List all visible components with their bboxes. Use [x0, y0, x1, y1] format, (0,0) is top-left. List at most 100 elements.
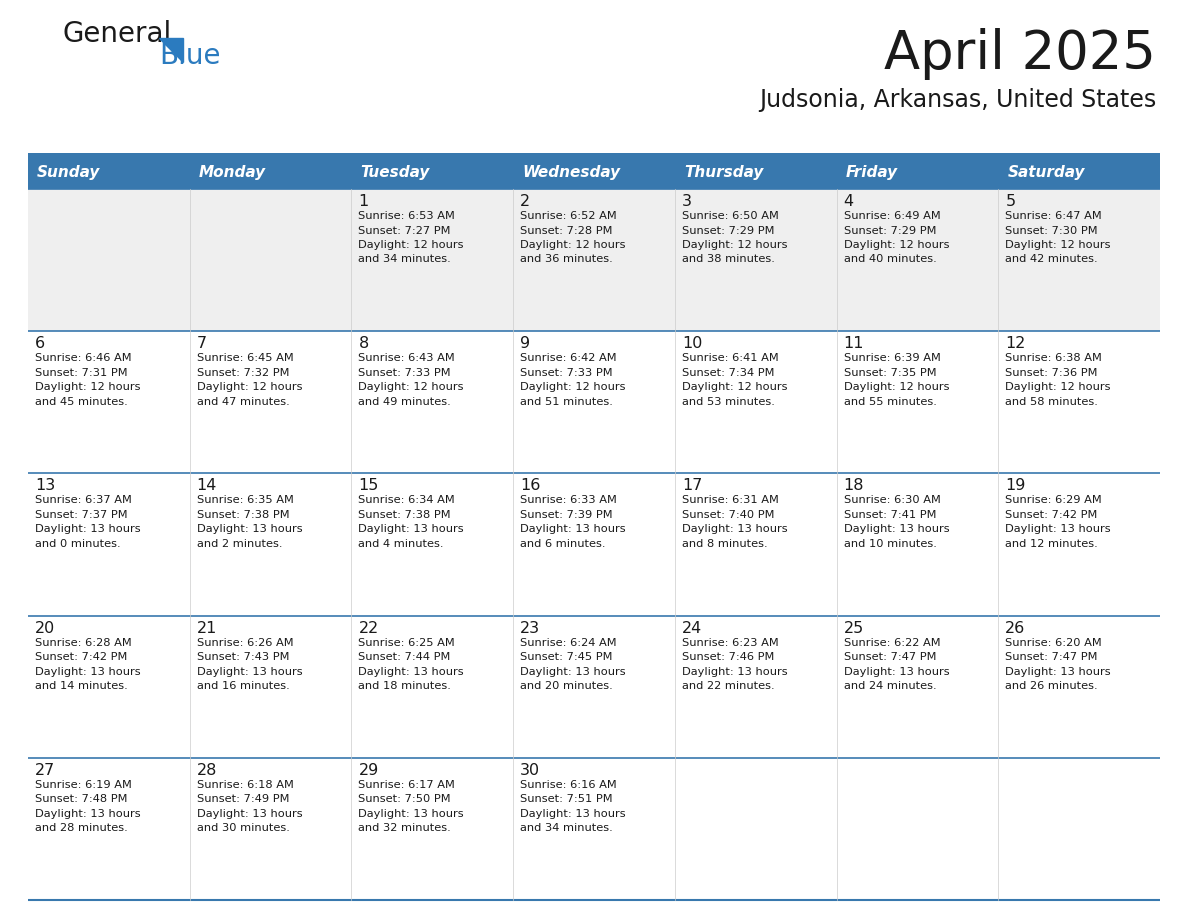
Text: Sunset: 7:27 PM: Sunset: 7:27 PM [359, 226, 451, 236]
Text: Thursday: Thursday [684, 164, 763, 180]
Text: Daylight: 13 hours: Daylight: 13 hours [682, 666, 788, 677]
Text: Sunset: 7:38 PM: Sunset: 7:38 PM [359, 509, 451, 520]
Text: April 2025: April 2025 [884, 28, 1156, 80]
Text: Daylight: 12 hours: Daylight: 12 hours [1005, 382, 1111, 392]
Text: Monday: Monday [198, 164, 266, 180]
Text: Daylight: 13 hours: Daylight: 13 hours [34, 809, 140, 819]
Text: and 42 minutes.: and 42 minutes. [1005, 254, 1098, 264]
Text: Sunrise: 6:35 AM: Sunrise: 6:35 AM [197, 496, 293, 506]
Bar [29, 155, 190, 189]
Text: and 14 minutes.: and 14 minutes. [34, 681, 128, 691]
Text: Judsonia, Arkansas, United States: Judsonia, Arkansas, United States [759, 88, 1156, 112]
Text: Sunrise: 6:39 AM: Sunrise: 6:39 AM [843, 353, 941, 364]
Text: and 2 minutes.: and 2 minutes. [197, 539, 283, 549]
Text: Sunrise: 6:22 AM: Sunrise: 6:22 AM [843, 638, 940, 647]
Text: Sunrise: 6:41 AM: Sunrise: 6:41 AM [682, 353, 778, 364]
Text: Sunrise: 6:37 AM: Sunrise: 6:37 AM [34, 496, 132, 506]
Text: and 12 minutes.: and 12 minutes. [1005, 539, 1098, 549]
Text: and 10 minutes.: and 10 minutes. [843, 539, 936, 549]
Text: Daylight: 13 hours: Daylight: 13 hours [197, 809, 302, 819]
Text: Sunset: 7:39 PM: Sunset: 7:39 PM [520, 509, 613, 520]
Text: Daylight: 13 hours: Daylight: 13 hours [520, 666, 626, 677]
Text: Daylight: 13 hours: Daylight: 13 hours [34, 524, 140, 534]
Text: and 30 minutes.: and 30 minutes. [197, 823, 290, 834]
Text: Wednesday: Wednesday [523, 164, 620, 180]
Text: Sunrise: 6:24 AM: Sunrise: 6:24 AM [520, 638, 617, 647]
Text: 9: 9 [520, 336, 530, 352]
Text: Sunset: 7:42 PM: Sunset: 7:42 PM [34, 652, 127, 662]
Text: and 6 minutes.: and 6 minutes. [520, 539, 606, 549]
Text: Sunrise: 6:50 AM: Sunrise: 6:50 AM [682, 211, 778, 221]
Text: Daylight: 12 hours: Daylight: 12 hours [843, 382, 949, 392]
Text: 28: 28 [197, 763, 217, 778]
Text: and 22 minutes.: and 22 minutes. [682, 681, 775, 691]
Text: 20: 20 [34, 621, 56, 635]
Text: 30: 30 [520, 763, 541, 778]
Text: 6: 6 [34, 336, 45, 352]
Polygon shape [159, 38, 183, 62]
Text: and 4 minutes.: and 4 minutes. [359, 539, 444, 549]
Text: and 47 minutes.: and 47 minutes. [197, 397, 290, 407]
Text: Daylight: 12 hours: Daylight: 12 hours [520, 382, 626, 392]
Text: 12: 12 [1005, 336, 1025, 352]
Text: Sunset: 7:37 PM: Sunset: 7:37 PM [34, 509, 127, 520]
Text: Sunset: 7:42 PM: Sunset: 7:42 PM [1005, 509, 1098, 520]
Text: 3: 3 [682, 194, 691, 209]
Text: and 55 minutes.: and 55 minutes. [843, 397, 936, 407]
Text: Sunrise: 6:19 AM: Sunrise: 6:19 AM [34, 779, 132, 789]
Text: 21: 21 [197, 621, 217, 635]
Text: Daylight: 12 hours: Daylight: 12 hours [682, 240, 788, 250]
Text: Daylight: 13 hours: Daylight: 13 hours [359, 666, 465, 677]
Text: Sunrise: 6:33 AM: Sunrise: 6:33 AM [520, 496, 617, 506]
Text: Sunset: 7:31 PM: Sunset: 7:31 PM [34, 368, 127, 377]
Text: Saturday: Saturday [1007, 164, 1085, 180]
Text: and 32 minutes.: and 32 minutes. [359, 823, 451, 834]
Bar [29, 153, 1159, 157]
Text: Sunrise: 6:53 AM: Sunrise: 6:53 AM [359, 211, 455, 221]
Bar [836, 155, 998, 189]
Text: 27: 27 [34, 763, 56, 778]
Text: General: General [62, 20, 171, 48]
Text: Sunrise: 6:30 AM: Sunrise: 6:30 AM [843, 496, 941, 506]
Text: Sunset: 7:48 PM: Sunset: 7:48 PM [34, 794, 127, 804]
Text: 26: 26 [1005, 621, 1025, 635]
Text: 29: 29 [359, 763, 379, 778]
Text: Daylight: 12 hours: Daylight: 12 hours [359, 382, 465, 392]
Text: Sunday: Sunday [37, 164, 100, 180]
Text: and 0 minutes.: and 0 minutes. [34, 539, 121, 549]
Text: Sunset: 7:47 PM: Sunset: 7:47 PM [1005, 652, 1098, 662]
Text: Daylight: 13 hours: Daylight: 13 hours [359, 809, 465, 819]
Text: and 34 minutes.: and 34 minutes. [520, 823, 613, 834]
Text: Sunset: 7:41 PM: Sunset: 7:41 PM [843, 509, 936, 520]
Text: Sunrise: 6:46 AM: Sunrise: 6:46 AM [34, 353, 132, 364]
Text: Daylight: 12 hours: Daylight: 12 hours [197, 382, 302, 392]
Text: Sunrise: 6:52 AM: Sunrise: 6:52 AM [520, 211, 617, 221]
Text: Sunset: 7:47 PM: Sunset: 7:47 PM [843, 652, 936, 662]
Text: Sunrise: 6:28 AM: Sunrise: 6:28 AM [34, 638, 132, 647]
Text: 13: 13 [34, 478, 56, 493]
Text: 14: 14 [197, 478, 217, 493]
Text: and 16 minutes.: and 16 minutes. [197, 681, 290, 691]
Text: 11: 11 [843, 336, 864, 352]
Text: Sunrise: 6:34 AM: Sunrise: 6:34 AM [359, 496, 455, 506]
Text: 25: 25 [843, 621, 864, 635]
Text: and 20 minutes.: and 20 minutes. [520, 681, 613, 691]
Text: Daylight: 12 hours: Daylight: 12 hours [843, 240, 949, 250]
Text: Daylight: 12 hours: Daylight: 12 hours [1005, 240, 1111, 250]
Text: Sunrise: 6:20 AM: Sunrise: 6:20 AM [1005, 638, 1102, 647]
Text: Sunset: 7:50 PM: Sunset: 7:50 PM [359, 794, 451, 804]
Text: 18: 18 [843, 478, 864, 493]
Text: Sunrise: 6:45 AM: Sunrise: 6:45 AM [197, 353, 293, 364]
Text: and 36 minutes.: and 36 minutes. [520, 254, 613, 264]
Text: Sunset: 7:35 PM: Sunset: 7:35 PM [843, 368, 936, 377]
Bar [513, 155, 675, 189]
Bar [29, 474, 1159, 616]
Bar [29, 189, 1159, 331]
Text: Daylight: 13 hours: Daylight: 13 hours [359, 524, 465, 534]
Bar [29, 757, 1159, 900]
Text: 1: 1 [359, 194, 368, 209]
Text: Sunset: 7:40 PM: Sunset: 7:40 PM [682, 509, 775, 520]
Text: Friday: Friday [846, 164, 898, 180]
Bar [190, 155, 352, 189]
Text: 15: 15 [359, 478, 379, 493]
